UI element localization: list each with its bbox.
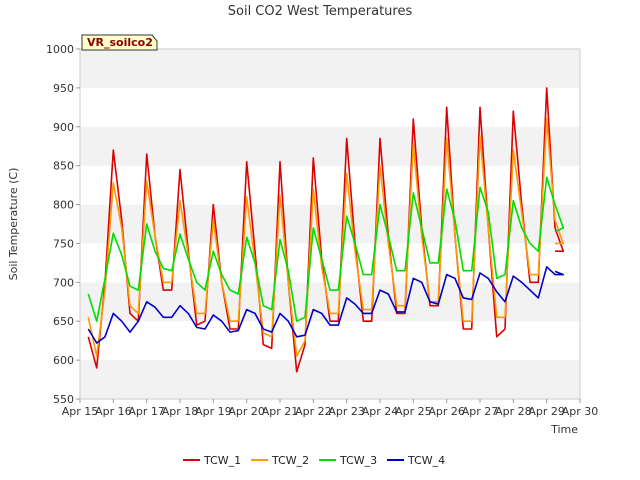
x-tick-label: Apr 18 [162, 405, 199, 418]
plot-band [80, 360, 580, 399]
x-tick-label: Apr 28 [495, 405, 532, 418]
x-tick-label: Apr 16 [95, 405, 132, 418]
legend-label: TCW_2 [271, 454, 309, 467]
x-tick-label: Apr 25 [395, 405, 432, 418]
legend-label: TCW_4 [407, 454, 445, 467]
series-line-TCW_3 [87, 176, 565, 323]
x-tick-label: Apr 23 [328, 405, 365, 418]
x-tick-label: Apr 29 [528, 405, 565, 418]
series-line-TCW_2 [87, 118, 565, 358]
y-tick-label: 1000 [46, 43, 74, 56]
plot-band [80, 204, 580, 244]
chart-title: Soil CO2 West Temperatures [228, 4, 413, 19]
x-tick-label: Apr 24 [362, 405, 399, 418]
y-tick-label: 750 [53, 237, 74, 250]
y-axis: 550 600 650 700 750 800 850 900 950 1000 [46, 43, 80, 406]
y-axis-label: Soil Temperature (C) [7, 168, 20, 281]
legend-label: TCW_1 [203, 454, 241, 467]
y-tick-label: 600 [53, 354, 74, 367]
x-tick-label: Apr 27 [462, 405, 499, 418]
y-tick-label: 700 [53, 276, 74, 289]
x-tick-label: Apr 21 [262, 405, 299, 418]
badge-shape [81, 34, 158, 51]
series-lines [87, 87, 565, 373]
y-tick-label: 550 [53, 393, 74, 406]
series-line-TCW_4 [87, 265, 565, 344]
legend: TCW_1 TCW_2 TCW_3 TCW_4 [183, 454, 445, 467]
x-tick-label: Apr 22 [295, 405, 332, 418]
y-tick-label: 900 [53, 121, 74, 134]
x-axis-label: Time [550, 423, 578, 436]
x-tick-label: Apr 17 [128, 405, 165, 418]
plot-band [80, 126, 580, 166]
plot-band [80, 49, 580, 88]
legend-label: TCW_3 [339, 454, 377, 467]
x-tick-label: Apr 20 [228, 405, 265, 418]
x-tick-label: Apr 30 [562, 405, 599, 418]
plot-bands [80, 49, 580, 399]
y-tick-label: 800 [53, 199, 74, 212]
badge-label: VR_soilco2 [87, 36, 153, 49]
site-badge: VR_soilco2 [81, 34, 158, 51]
y-tick-label: 650 [53, 315, 74, 328]
x-tick-label: Apr 19 [195, 405, 232, 418]
x-tick-label: Apr 15 [62, 405, 99, 418]
plot-band [80, 87, 580, 127]
plot-band [80, 165, 580, 205]
x-tick-label: Apr 26 [428, 405, 465, 418]
plot-frame [79, 48, 581, 400]
y-tick-label: 950 [53, 82, 74, 95]
y-tick-label: 850 [53, 160, 74, 173]
